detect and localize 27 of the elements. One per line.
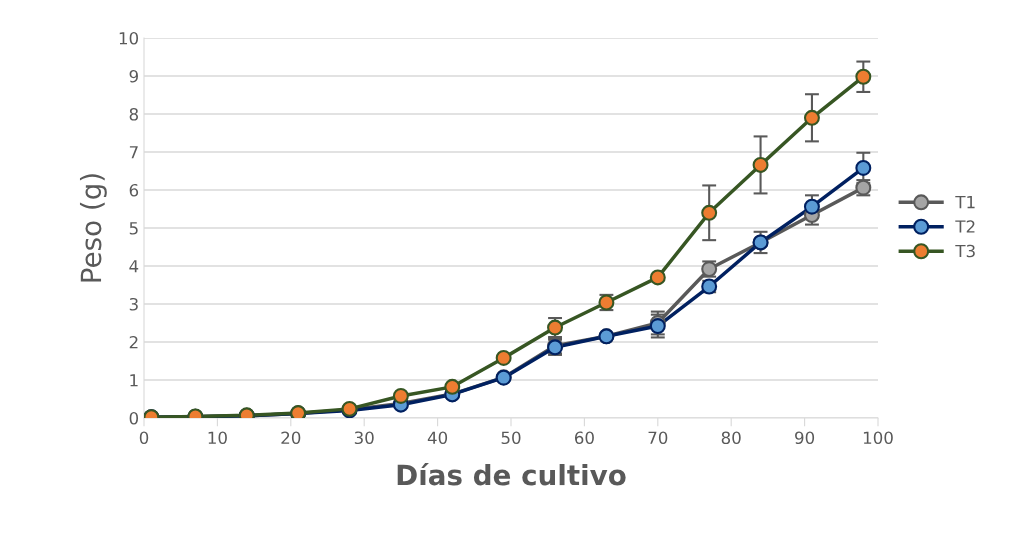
legend-label: T3: [955, 244, 975, 258]
x-tick-label: 20: [281, 431, 301, 445]
y-tick-label: 10: [119, 31, 139, 45]
y-tick-label: 4: [129, 260, 139, 273]
x-tick-label: 0: [139, 431, 149, 445]
x-tick-label: 30: [354, 431, 374, 445]
x-tick-label: 80: [721, 431, 741, 445]
y-tick-label: 7: [129, 146, 138, 159]
legend-label: T2: [955, 220, 975, 233]
y-tick-label: 5: [129, 222, 138, 235]
x-tick-label: 100: [863, 431, 893, 445]
y-tick-label: 6: [129, 183, 139, 197]
y-tick-label: 0: [129, 411, 139, 425]
x-tick-label: 50: [501, 431, 521, 445]
x-tick-label: 90: [795, 431, 815, 445]
legend-label: T1: [955, 195, 975, 209]
y-tick-label: 3: [129, 297, 138, 311]
y-tick-label: 1: [130, 374, 138, 387]
y-tick-label: 9: [129, 69, 138, 83]
x-tick-label: 10: [208, 431, 227, 445]
y-tick-label: 8: [129, 107, 138, 121]
x-tick-label: 70: [648, 431, 668, 445]
y-tick-label: 2: [129, 335, 138, 349]
x-tick-label: 60: [574, 431, 594, 445]
x-tick-label: 40: [427, 431, 448, 445]
y-axis-title: Peso (g): [79, 174, 107, 282]
x-axis-title: Días de cultivo: [397, 462, 626, 486]
